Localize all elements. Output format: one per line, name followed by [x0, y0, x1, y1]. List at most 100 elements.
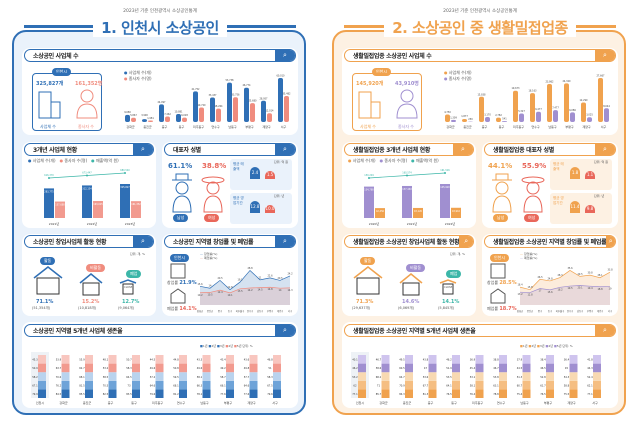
- data-label: 68.1: [173, 383, 179, 387]
- bar-workers: [199, 107, 204, 122]
- data-label: 78.1: [197, 392, 203, 396]
- worker-total: 161,352명: [75, 81, 103, 87]
- legend-label: 사업체 수(개): [448, 70, 472, 75]
- data-label: 79.9: [32, 392, 38, 396]
- segment-5년: [273, 355, 281, 364]
- category-label: 남동구: [257, 309, 263, 313]
- data-label: 85.7: [376, 392, 382, 396]
- legend-workers: ● 종사자 수(명): [444, 76, 472, 81]
- gender-stat-card: [550, 159, 612, 190]
- data-label: 84.3: [399, 392, 405, 396]
- data-label: 680,540: [120, 169, 130, 172]
- header-business-count: 생활밀접업종 소상공인 사업체 수 ⌕: [344, 49, 616, 62]
- search-icon[interactable]: ⌕: [595, 325, 615, 336]
- status-percent: 71.3%: [356, 299, 374, 305]
- segment-2년: [381, 380, 390, 390]
- status-count: (51,354개): [32, 306, 51, 310]
- data-label: 43,120: [414, 210, 423, 213]
- category-label: 동구: [451, 401, 457, 405]
- segment-1년: [428, 389, 437, 398]
- data-label: 150,294: [364, 174, 374, 177]
- data-label: 12.8: [527, 294, 533, 297]
- segment-2년: [38, 380, 46, 390]
- data-label: 60.5: [399, 366, 405, 370]
- data-label: 45.3: [32, 358, 38, 362]
- line-open: [519, 270, 611, 291]
- status-percent: 14.1%: [442, 299, 460, 305]
- segment-5년: [155, 355, 164, 364]
- data-label: 44.8: [173, 358, 179, 362]
- data-label: 18.8: [597, 288, 603, 291]
- bar-business: [440, 184, 450, 218]
- search-icon[interactable]: ⌕: [453, 144, 473, 155]
- category-label: 강화군: [517, 309, 523, 313]
- bar-workers: [375, 208, 385, 218]
- data-label: 46.8: [267, 358, 273, 362]
- data-label: 49.5: [399, 358, 405, 362]
- segment-2년: [499, 380, 507, 390]
- data-label: 76.2: [56, 383, 62, 387]
- category-label: 남동구: [520, 400, 529, 405]
- search-icon[interactable]: ⌕: [133, 144, 153, 155]
- data-label: 58.6: [376, 366, 382, 370]
- segment-2년: [475, 380, 484, 390]
- category-label: 계양구: [597, 309, 603, 313]
- segment-5년: [546, 355, 554, 364]
- bar-workers: [519, 113, 524, 122]
- data-label: 68.1: [79, 375, 85, 379]
- legend-label: 사업체 수(개): [128, 70, 152, 75]
- close-rate-value: 18.7%: [499, 306, 517, 312]
- search-icon[interactable]: ⌕: [595, 144, 615, 155]
- search-icon[interactable]: ⌕: [595, 50, 615, 61]
- data-label: 58.3: [267, 375, 273, 379]
- segment-1년: [226, 389, 234, 398]
- category-label: 계양구: [262, 124, 271, 129]
- data-label: 19.5: [567, 287, 573, 290]
- segment-4년: [522, 363, 531, 373]
- data-label: 19.1: [237, 279, 243, 282]
- city-pill: 인천시: [52, 68, 72, 76]
- data-label: 3,025: [586, 114, 593, 117]
- segment-3년: [155, 372, 164, 381]
- data-label: 52.8: [540, 375, 546, 379]
- segment-3년: [593, 372, 601, 381]
- data-label: 46,774: [242, 84, 251, 87]
- data-label: 12,014: [265, 110, 274, 113]
- legend-item: ● 사업체 수(개): [28, 157, 56, 163]
- data-label: 325,827: [120, 186, 130, 189]
- section-living-industries: 2023년 기준 인천광역시 소상공인통계 2. 소상공인 중 생활밀접업종 생…: [320, 0, 640, 437]
- unit-label: 단위: %: [242, 344, 253, 348]
- data-label: 157,680: [55, 204, 65, 207]
- open-rate-label: 창업률: [487, 280, 499, 285]
- search-icon[interactable]: ⌕: [275, 50, 295, 61]
- segment-4년: [132, 363, 140, 373]
- segment-4년: [546, 363, 554, 373]
- category-label: 옹진군: [527, 309, 533, 313]
- segment-5년: [428, 355, 437, 364]
- search-icon[interactable]: ⌕: [275, 325, 295, 336]
- building-icon: [170, 263, 186, 279]
- search-icon[interactable]: ⌕: [459, 236, 473, 247]
- header-startup-activity: 생활밀접업종 소상공인 창업사업체 활동 현황 ⌕: [344, 235, 474, 248]
- gender-stat-card: [230, 159, 292, 190]
- data-label: 45.4: [470, 366, 476, 370]
- data-label: 27,667: [596, 75, 605, 78]
- search-icon[interactable]: ⌕: [275, 236, 295, 247]
- data-label: 1,981: [147, 117, 154, 120]
- bar-workers: [587, 117, 592, 122]
- bar-business: [513, 90, 518, 122]
- house-closed-icon: [490, 288, 506, 304]
- data-label: 10,881: [174, 111, 183, 114]
- data-label: 17: [539, 290, 542, 293]
- status-count: (6,069개): [398, 306, 414, 310]
- data-label: 84.5: [56, 392, 62, 396]
- data-label: 7,462: [164, 113, 171, 116]
- segment-2년: [155, 380, 164, 390]
- search-icon[interactable]: ⌕: [275, 144, 295, 155]
- unit-label: 단위: %: [562, 344, 573, 348]
- data-label: 134,780: [364, 189, 374, 192]
- search-icon[interactable]: ⌕: [133, 236, 153, 247]
- data-label: 1,877: [461, 115, 468, 118]
- segment-5년: [132, 355, 140, 364]
- search-icon[interactable]: ⌕: [606, 236, 615, 247]
